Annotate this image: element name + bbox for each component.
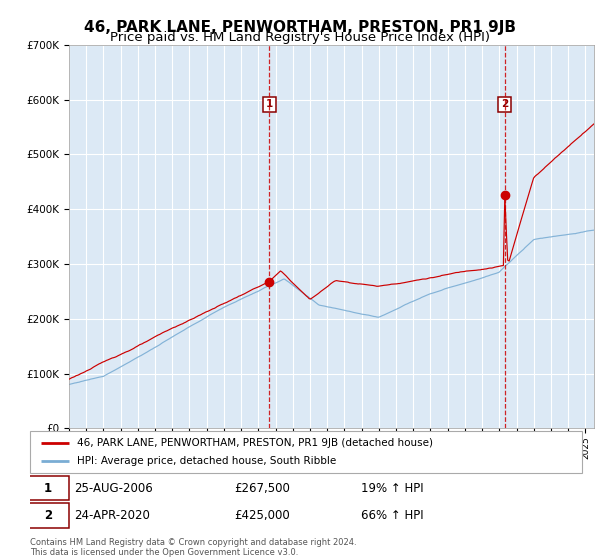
- Text: 46, PARK LANE, PENWORTHAM, PRESTON, PR1 9JB (detached house): 46, PARK LANE, PENWORTHAM, PRESTON, PR1 …: [77, 438, 433, 448]
- Text: £267,500: £267,500: [234, 482, 290, 494]
- FancyBboxPatch shape: [27, 476, 68, 500]
- FancyBboxPatch shape: [27, 503, 68, 528]
- Text: 1: 1: [266, 99, 273, 109]
- Text: 1: 1: [44, 482, 52, 494]
- Text: 66% ↑ HPI: 66% ↑ HPI: [361, 509, 424, 522]
- Text: 2: 2: [501, 99, 508, 109]
- Text: Price paid vs. HM Land Registry's House Price Index (HPI): Price paid vs. HM Land Registry's House …: [110, 31, 490, 44]
- Text: 24-APR-2020: 24-APR-2020: [74, 509, 150, 522]
- FancyBboxPatch shape: [30, 431, 582, 473]
- Text: 25-AUG-2006: 25-AUG-2006: [74, 482, 153, 494]
- Text: HPI: Average price, detached house, South Ribble: HPI: Average price, detached house, Sout…: [77, 456, 336, 466]
- Text: 46, PARK LANE, PENWORTHAM, PRESTON, PR1 9JB: 46, PARK LANE, PENWORTHAM, PRESTON, PR1 …: [84, 20, 516, 35]
- Text: 19% ↑ HPI: 19% ↑ HPI: [361, 482, 424, 494]
- Text: Contains HM Land Registry data © Crown copyright and database right 2024.
This d: Contains HM Land Registry data © Crown c…: [30, 538, 356, 557]
- Text: 2: 2: [44, 509, 52, 522]
- Text: £425,000: £425,000: [234, 509, 290, 522]
